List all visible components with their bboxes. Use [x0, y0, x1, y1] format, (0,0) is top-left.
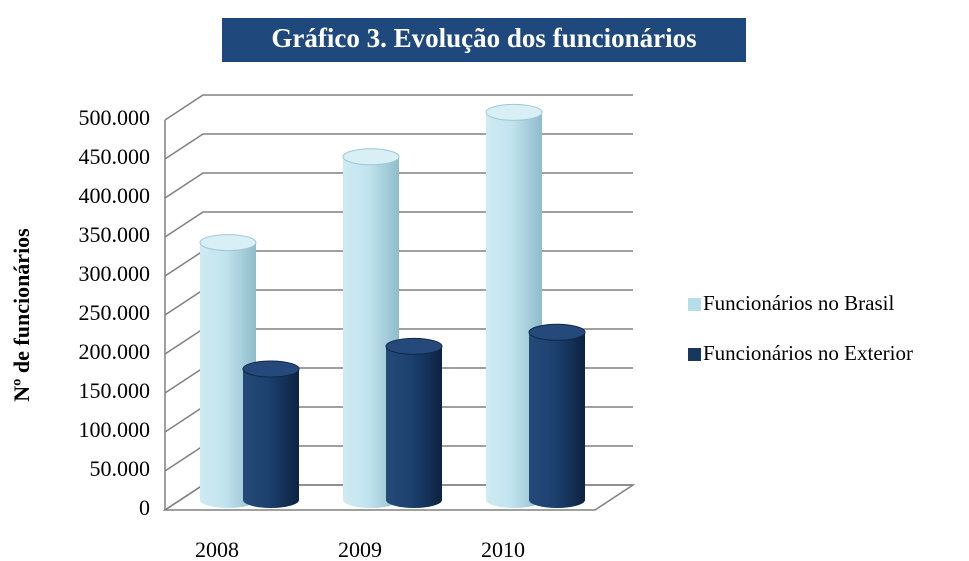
- cylinder-top: [485, 103, 543, 121]
- y-tick-label: 400.000: [79, 183, 151, 208]
- legend-label: Funcionários no Brasil: [703, 291, 894, 315]
- cylinder-top: [528, 323, 586, 341]
- y-tick-label: 50.000: [90, 456, 151, 481]
- cylinder-body: [200, 242, 256, 508]
- y-tick-label: 450.000: [79, 144, 151, 169]
- y-tick-label: 150.000: [79, 378, 151, 403]
- bar: [242, 360, 300, 508]
- bar: [342, 148, 400, 509]
- cylinder-top: [199, 234, 257, 252]
- y-tick-label: 100.000: [79, 417, 151, 442]
- x-tick-label: 2008: [195, 537, 239, 561]
- title-box: [222, 18, 746, 62]
- y-tick-label: 0: [139, 495, 150, 520]
- cylinder-top: [342, 148, 400, 166]
- bar: [485, 103, 543, 508]
- y-tick-label: 250.000: [79, 300, 151, 325]
- cylinder-body: [486, 112, 542, 508]
- chart-title: Gráfico 3. Evolução dos funcionários: [271, 23, 696, 53]
- y-tick-label: 200.000: [79, 339, 151, 364]
- cylinder-body: [529, 332, 585, 508]
- legend-label: Funcionários no Exterior: [703, 341, 913, 365]
- x-tick-label: 2010: [481, 537, 525, 561]
- legend-swatch: [688, 348, 701, 361]
- y-tick-label: 350.000: [79, 222, 151, 247]
- cylinder-top: [385, 337, 443, 355]
- y-tick-label: 500.000: [79, 105, 151, 130]
- cylinder-body: [343, 156, 399, 509]
- legend-swatch: [688, 298, 701, 311]
- y-axis-label: Nº de funcionários: [9, 228, 34, 402]
- bar: [528, 323, 586, 508]
- bar: [385, 337, 443, 508]
- grid-line: [164, 94, 633, 121]
- cylinder-top: [242, 360, 300, 378]
- x-tick-label: 2009: [338, 537, 382, 561]
- y-tick-label: 300.000: [79, 261, 151, 286]
- cylinder-body: [243, 368, 299, 508]
- bar: [199, 234, 257, 508]
- cylinder-body: [386, 346, 442, 508]
